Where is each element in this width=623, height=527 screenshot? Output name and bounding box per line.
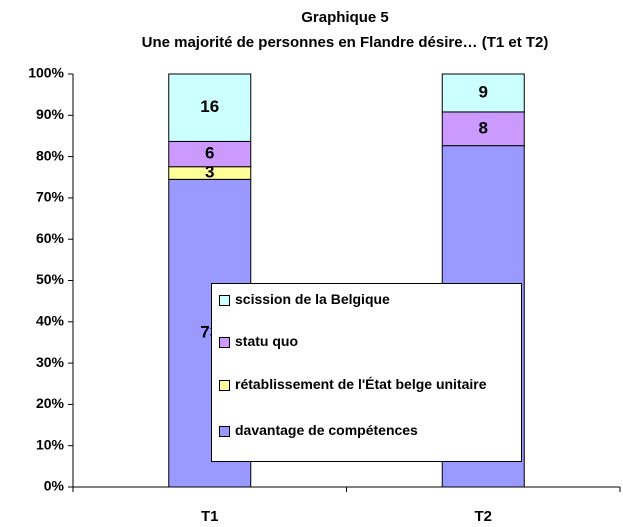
y-tick-label: 20%	[36, 395, 65, 411]
legend-label: rétablissement de l'État belge unitaire	[235, 376, 487, 392]
y-tick-label: 10%	[36, 436, 65, 452]
y-tick-label: 100%	[28, 65, 64, 81]
data-label: 16	[200, 97, 219, 116]
legend-label: scission de la Belgique	[235, 291, 390, 307]
data-label: 3	[205, 163, 214, 182]
y-tick-label: 80%	[36, 147, 65, 163]
legend-swatch	[219, 337, 230, 348]
data-label: 9	[479, 82, 488, 101]
y-tick-label: 30%	[36, 354, 65, 370]
x-tick-label: T1	[201, 508, 219, 525]
chart-title: Graphique 5	[301, 9, 389, 26]
y-tick-label: 70%	[36, 189, 65, 205]
data-label: 8	[479, 118, 488, 137]
legend-entry: davantage de compétences	[219, 422, 505, 440]
y-tick-label: 0%	[44, 478, 65, 494]
bar-segment	[441, 73, 525, 113]
bar-segment	[441, 111, 525, 147]
legend: scission de la Belgique statu quo rétablis…	[211, 283, 522, 462]
legend-entry: statu quo	[219, 333, 505, 351]
y-tick-label: 60%	[36, 230, 65, 246]
legend-label: davantage de compétences	[235, 422, 418, 438]
legend-swatch	[219, 380, 230, 391]
legend-swatch	[219, 426, 230, 437]
data-label: 6	[205, 144, 214, 163]
legend-entry: scission de la Belgique	[219, 291, 505, 309]
chart-subtitle: Une majorité de personnes en Flandre dés…	[142, 34, 549, 51]
y-tick-label: 50%	[36, 271, 65, 287]
legend-swatch	[219, 295, 230, 306]
x-tick-label: T2	[474, 508, 492, 525]
legend-label: statu quo	[235, 333, 298, 349]
y-tick-label: 90%	[36, 106, 65, 122]
bar-segment	[168, 73, 252, 142]
legend-entry: rétablissement de l'État belge unitaire	[219, 376, 505, 394]
y-tick-label: 40%	[36, 313, 65, 329]
